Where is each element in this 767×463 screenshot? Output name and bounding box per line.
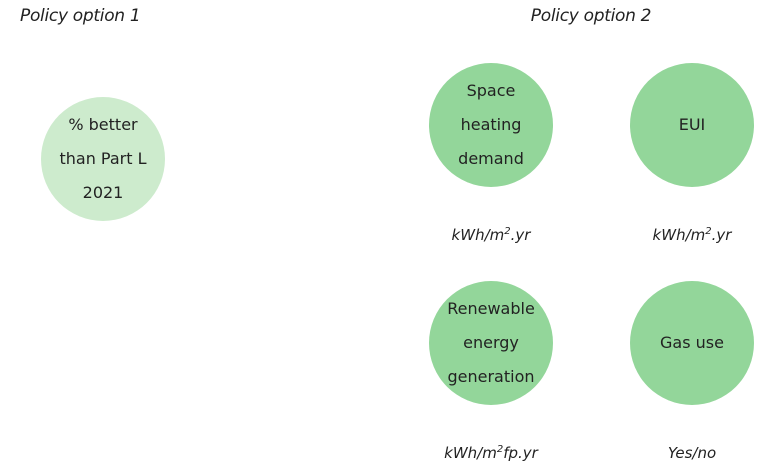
metric-label: than Part L [59,149,147,168]
metric-circle: % better than Part L 2021 [41,97,165,221]
option-title: Policy option 2 [530,6,652,26]
metric-label: Space [466,81,516,100]
metric-label: demand [458,149,524,168]
metric-label: Gas use [660,333,724,352]
metric-unit: kWh/m2fp.yr [401,444,581,462]
unit-base: kWh/m [451,226,505,244]
metric-label: Renewable [447,299,535,318]
unit-sup: 2 [705,226,712,237]
unit-sup: 2 [504,226,511,237]
option-title: Policy option 1 [20,6,141,26]
metric-label: % better [68,115,138,134]
unit-rest: fp.yr [503,444,538,462]
metric-unit: kWh/m2.yr [602,226,767,244]
metric-circle: Renewable energy generation [429,281,553,405]
unit-base: kWh/m [652,226,706,244]
metric-label: EUI [678,115,706,134]
metric-unit: kWh/m2.yr [401,226,581,244]
unit-base: kWh/m [444,444,497,462]
unit-sup: 2 [496,444,504,455]
metric-circle: EUI [630,63,754,187]
metric-label: 2021 [82,183,124,202]
metric-circle: Gas use [630,281,754,405]
metric-unit: Yes/no [602,444,767,462]
unit-base: Yes/no [667,444,717,462]
metric-label: heating [460,115,522,134]
metric-label: generation [447,367,535,386]
unit-rest: .yr [510,226,531,244]
metric-circle: Space heating demand [429,63,553,187]
metric-label: energy [463,333,519,352]
unit-rest: .yr [711,226,732,244]
